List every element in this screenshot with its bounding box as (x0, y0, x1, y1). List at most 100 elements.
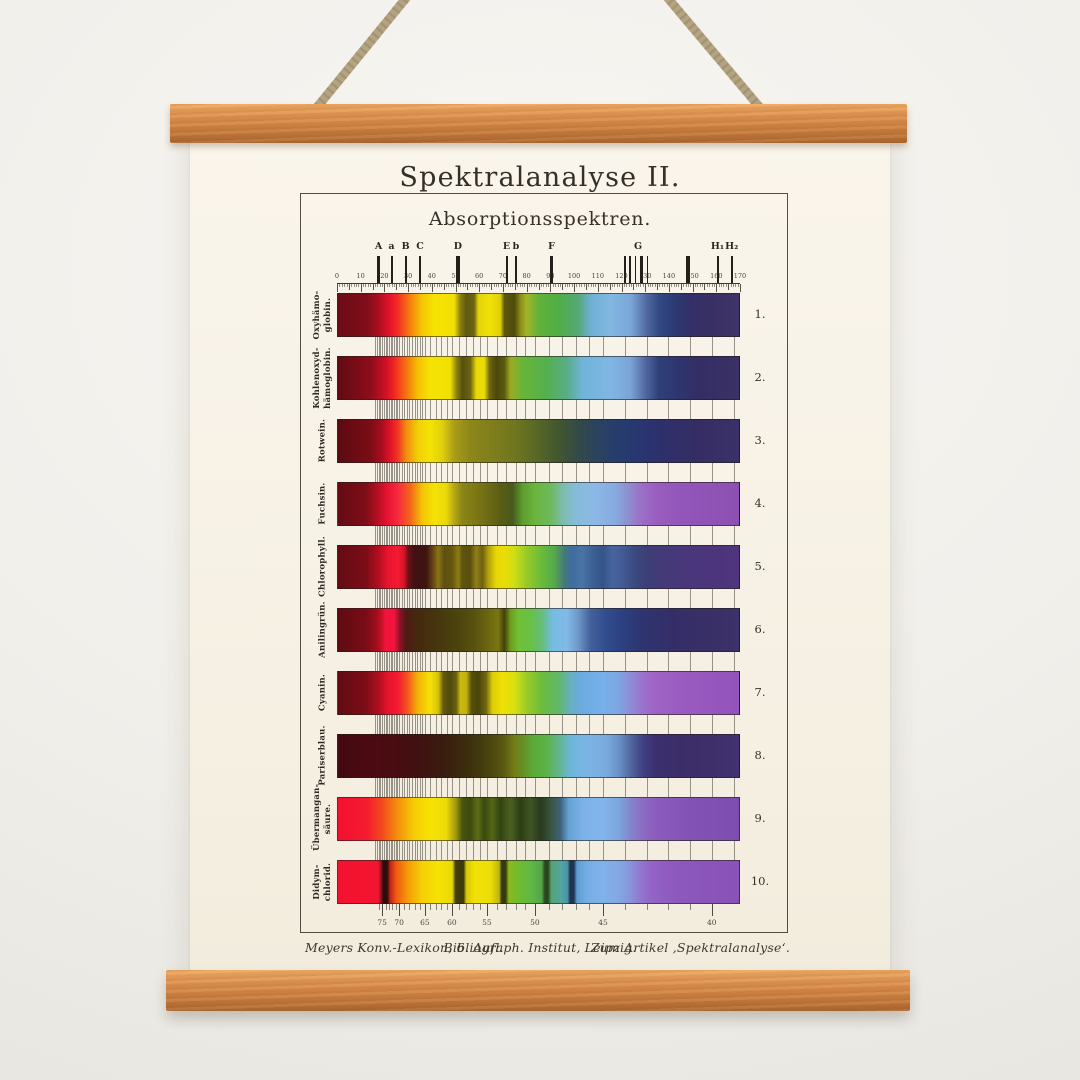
bottom-tick (399, 904, 401, 916)
ruler-number: 110 (591, 272, 604, 280)
gap-gridline (465, 841, 467, 860)
gap-gridline (417, 841, 419, 860)
spectrum-bar (337, 671, 740, 715)
ruler-tick (649, 284, 651, 287)
ruler-tick (730, 284, 732, 287)
ruler-tick (702, 284, 704, 287)
gap-gridline (446, 841, 448, 860)
ruler-tick (422, 284, 424, 287)
bottom-tick (451, 904, 453, 916)
gap-gridline (690, 841, 691, 860)
gap-gridline (388, 526, 390, 545)
ruler-tick (687, 284, 689, 287)
fraunhofer-letter: E (502, 241, 511, 252)
gap-gridline (414, 652, 416, 671)
gap-gridline (589, 778, 591, 797)
fraunhofer-line (730, 256, 733, 283)
gap-gridline (380, 841, 382, 860)
gap-gridline (417, 337, 419, 356)
gap-gridline (385, 589, 387, 608)
gap-gridline (397, 841, 399, 860)
gap-gridline (376, 463, 378, 482)
gap-gridline (451, 841, 453, 860)
gap-gridline (376, 652, 378, 671)
gap-gridline (668, 337, 670, 356)
fraunhofer-line (515, 256, 517, 283)
ruler-tick (360, 284, 362, 292)
bottom-number: 65 (420, 918, 430, 927)
gap-gridline (575, 526, 577, 545)
gap-gridline (525, 337, 527, 356)
gap-gridline (392, 526, 394, 545)
ruler-tick (519, 284, 521, 287)
gap-gridline (589, 652, 591, 671)
gap-gridline (646, 715, 648, 734)
gap-gridline (646, 841, 648, 860)
gap-gridline (430, 526, 432, 545)
fraunhofer-line (685, 256, 691, 283)
gap-gridline (385, 337, 387, 356)
gap-gridline (378, 715, 380, 734)
ruler-tick (585, 284, 587, 290)
gap-gridline (374, 526, 376, 545)
gap-gridline (472, 589, 474, 608)
bottom-tick (711, 904, 713, 916)
ruler-tick (401, 284, 402, 287)
ruler-tick (448, 284, 450, 287)
gap-gridline (548, 841, 550, 860)
gap-gridline (451, 715, 453, 734)
gap-gridline (392, 778, 394, 797)
gap-gridline (668, 841, 670, 860)
ruler-number: 150 (686, 272, 699, 280)
row-number: 9. (754, 811, 766, 825)
gap-gridline (376, 715, 378, 734)
gap-gridline (435, 337, 437, 356)
gap-gridline (548, 526, 550, 545)
gap-gridline (397, 337, 399, 356)
ruler-tick (600, 284, 602, 287)
footer-institute: Bibliograph. Institut, Leipzig. (443, 940, 637, 955)
gap-gridline (646, 778, 648, 797)
spectrum-bar (337, 545, 740, 589)
gap-gridline (383, 463, 385, 482)
gap-gridline (496, 778, 498, 797)
gap-gridline (376, 526, 378, 545)
gap-gridline (392, 841, 394, 860)
gap-gridline (417, 715, 419, 734)
gap-gridline (603, 715, 604, 734)
ruler-tick (543, 284, 545, 287)
gap-gridline (430, 400, 432, 419)
gap-gridline (406, 652, 408, 671)
gap-gridline (515, 589, 517, 608)
ruler-tick (467, 284, 469, 290)
gap-gridline (414, 400, 416, 419)
ruler-tick (339, 284, 341, 287)
bottom-tick (548, 904, 550, 910)
gap-gridline (465, 463, 467, 482)
ruler-tick (393, 284, 395, 287)
bottom-tick (414, 904, 416, 910)
gap-gridline (525, 715, 527, 734)
gap-gridline (382, 589, 384, 608)
gap-gridline (624, 841, 626, 860)
row-label: Cyanin. (291, 661, 355, 725)
ruler-tick (408, 284, 410, 292)
gap-gridline (734, 337, 735, 356)
ruler-tick (538, 284, 540, 290)
gap-gridline (412, 841, 413, 860)
gap-gridline (417, 778, 419, 797)
gap-gridline (414, 589, 416, 608)
gap-gridline (395, 337, 397, 356)
gap-gridline (624, 589, 626, 608)
gap-gridline (562, 400, 564, 419)
gap-gridline (383, 841, 385, 860)
gap-gridline (486, 463, 488, 482)
gap-gridline (496, 337, 498, 356)
gap-gridline (486, 715, 488, 734)
gap-gridline (575, 589, 577, 608)
gap-gridline (388, 841, 390, 860)
ruler-tick (666, 284, 668, 287)
wavelength-ruler-line (337, 283, 740, 284)
gap-gridline (506, 526, 508, 545)
gap-gridline (668, 652, 670, 671)
